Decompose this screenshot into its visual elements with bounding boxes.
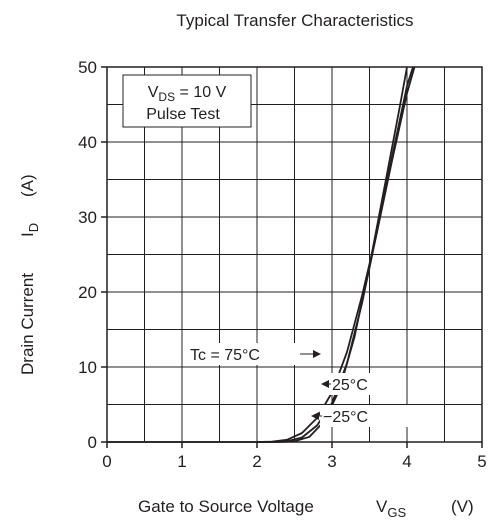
axis-ticks xyxy=(101,66,483,448)
x-tick-label: 3 xyxy=(327,452,336,471)
y-tick-label: 10 xyxy=(78,358,97,377)
x-tick-label: 0 xyxy=(102,452,111,471)
x-tick-label: 5 xyxy=(477,452,486,471)
annotation-neg25c-label: −25°C xyxy=(323,409,368,426)
x-tick-label: 4 xyxy=(402,452,411,471)
annotation-75c-label: Tc = 75°C xyxy=(190,347,260,364)
x-tick-label: 1 xyxy=(177,452,186,471)
y-axis-label: Drain CurrentID(A) xyxy=(18,174,41,375)
annotation-25c-label: 25°C xyxy=(332,377,368,394)
annotation-25c: 25°C xyxy=(321,373,385,395)
annotation-neg25c: −25°C xyxy=(311,405,412,427)
conditions-line2: Pulse Test xyxy=(146,106,220,123)
x-tick-label: 2 xyxy=(252,452,261,471)
y-tick-label: 50 xyxy=(78,58,97,77)
grid-lines xyxy=(107,67,482,442)
chart-title: Typical Transfer Characteristics xyxy=(176,11,413,30)
x-axis-label: Gate to Source Voltage VGS (V) xyxy=(138,497,474,520)
conditions-line1: VDS = 10 V xyxy=(148,84,227,104)
y-tick-label: 40 xyxy=(78,133,97,152)
conditions-box xyxy=(122,74,252,128)
y-tick-label: 20 xyxy=(78,283,97,302)
annotation-75c: Tc = 75°C xyxy=(186,343,321,365)
y-tick-label: 30 xyxy=(78,208,97,227)
y-tick-label: 0 xyxy=(88,433,97,452)
